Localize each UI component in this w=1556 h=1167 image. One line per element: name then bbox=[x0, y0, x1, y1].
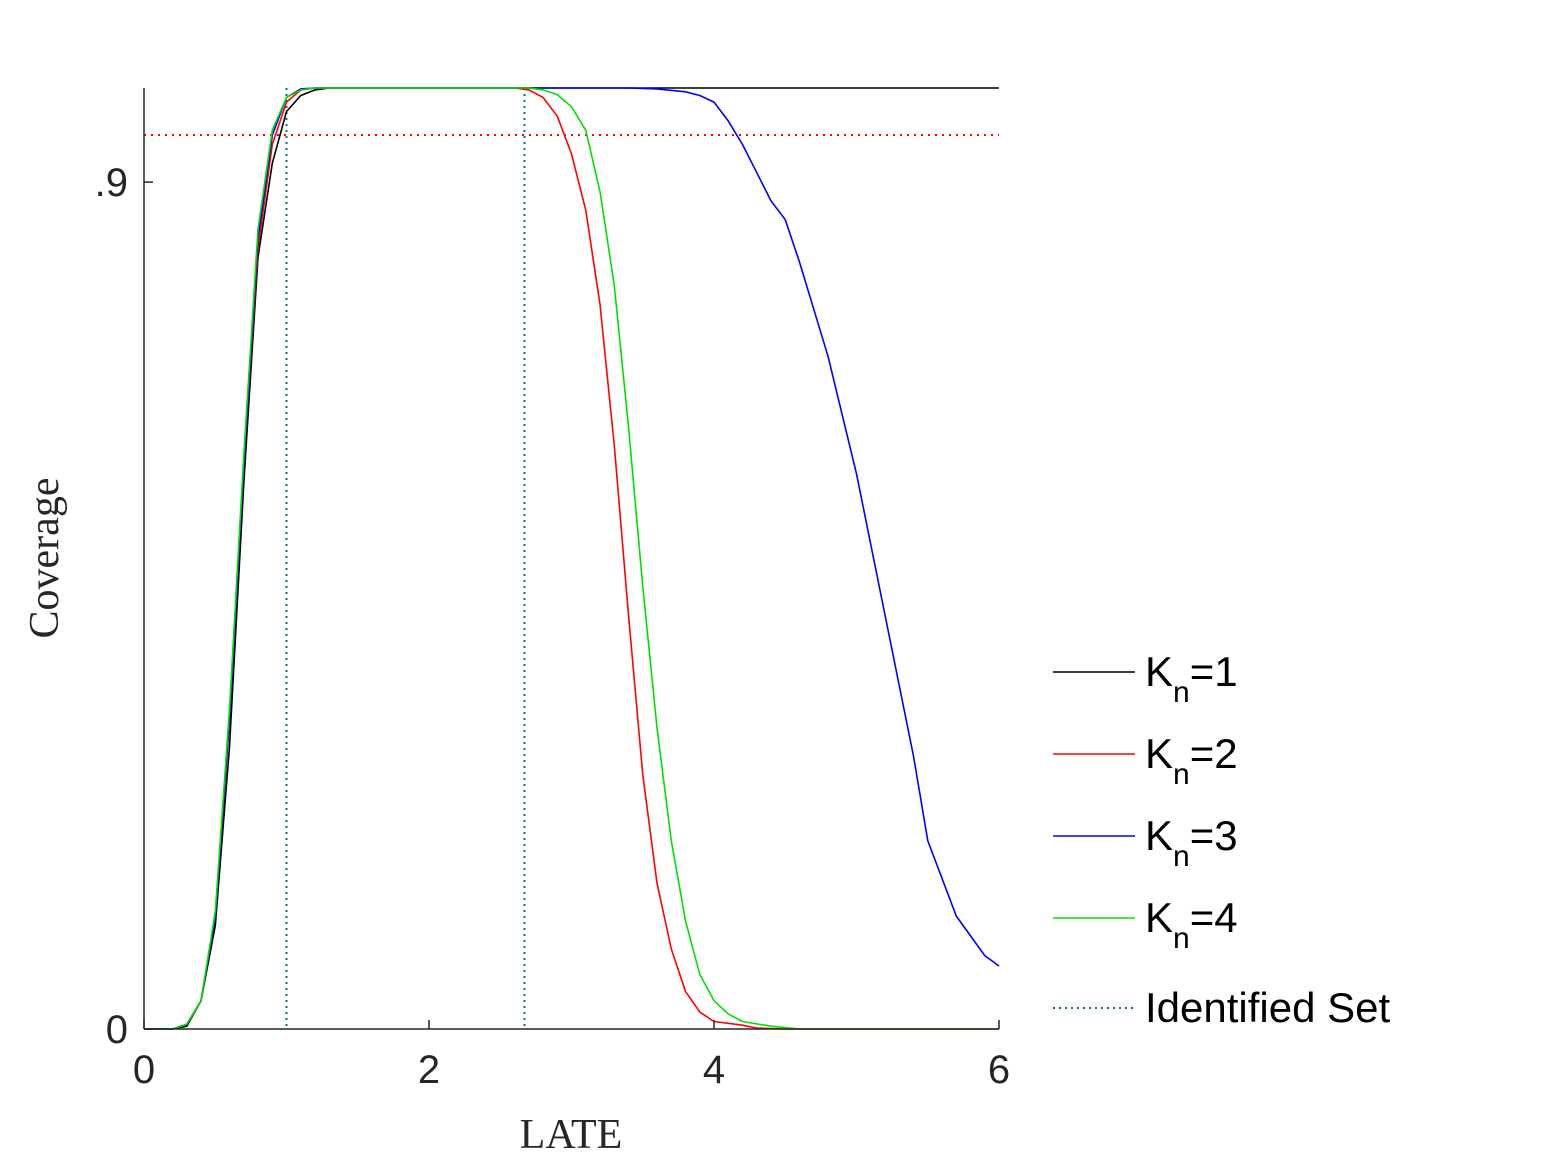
x-tick-label: 6 bbox=[988, 1048, 1010, 1092]
series-line-kn-4 bbox=[144, 87, 999, 1030]
x-tick-label: 4 bbox=[703, 1048, 725, 1092]
series-line-kn-2 bbox=[144, 87, 999, 1030]
legend: Kn=1 Kn=2 Kn=3 Kn=4 Identified Set bbox=[1053, 648, 1391, 1031]
legend-label-kn-4: Kn=4 bbox=[1145, 894, 1238, 955]
x-axis-title: LATE bbox=[520, 1112, 623, 1158]
series-line-kn-3 bbox=[144, 87, 1000, 1030]
x-tick-label: 0 bbox=[133, 1048, 155, 1092]
legend-label-kn-1: Kn=1 bbox=[1145, 648, 1238, 709]
legend-label-kn-3: Kn=3 bbox=[1145, 812, 1238, 873]
plot-area bbox=[144, 87, 1000, 1030]
x-tick-label: 2 bbox=[418, 1048, 440, 1092]
legend-label-identified-set: Identified Set bbox=[1145, 984, 1391, 1031]
y-axis-title: Coverage bbox=[22, 478, 68, 639]
series-line-kn-1 bbox=[144, 87, 999, 1030]
y-tick-label: 0 bbox=[106, 1008, 128, 1052]
legend-label-kn-2: Kn=2 bbox=[1145, 730, 1238, 791]
axes: 0 2 4 6 0 .9 bbox=[95, 88, 1010, 1092]
y-tick-label: .9 bbox=[95, 161, 128, 205]
